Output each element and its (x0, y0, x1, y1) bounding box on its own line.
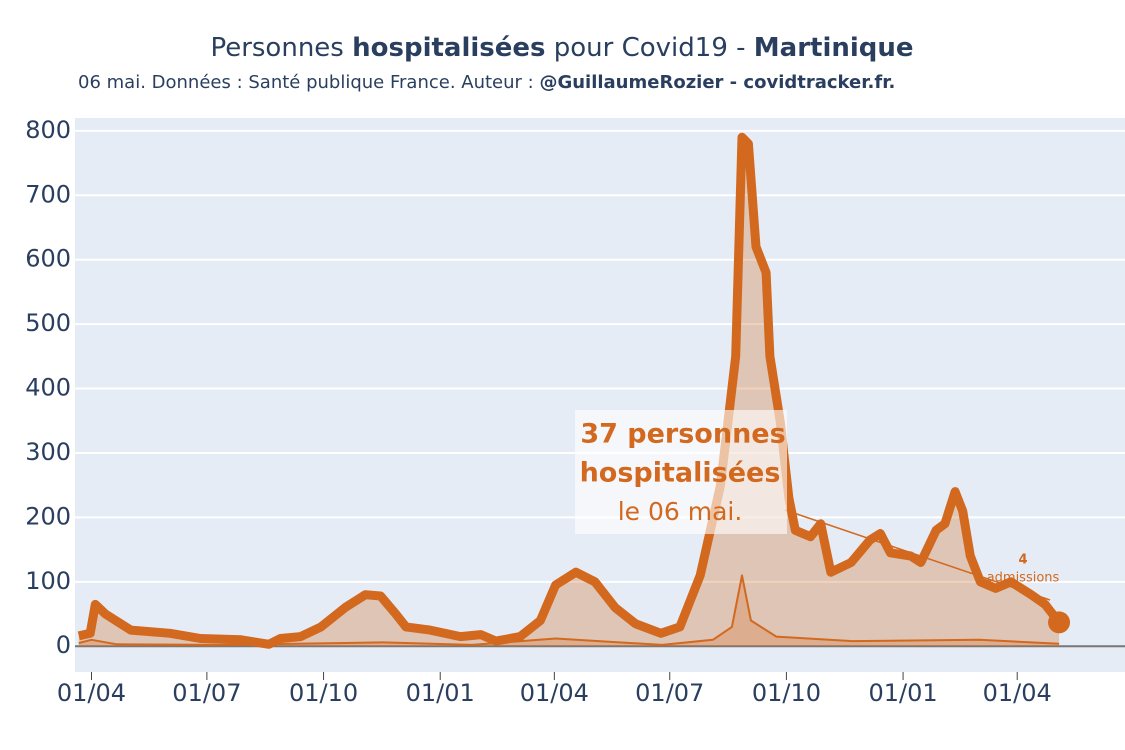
marks (77, 132, 1071, 649)
annotation-box (575, 410, 787, 534)
x-tick-label: 01/04 (983, 679, 1052, 707)
end-point (1048, 611, 1071, 634)
x-tick-label: 01/04 (57, 679, 126, 707)
y-tick-label: 500 (25, 309, 71, 337)
annotation-text: le 06 mai. (618, 497, 743, 526)
y-tick-label: 600 (25, 245, 71, 273)
annotation-arrow (784, 509, 1051, 601)
title-part: Martinique (754, 33, 914, 63)
x-tick-label: 01/10 (289, 679, 358, 707)
subtitle-part: @GuillaumeRozier - covidtracker.fr. (539, 72, 895, 93)
y-tick-label: 400 (25, 374, 71, 402)
x-tick-label: 01/07 (635, 679, 704, 707)
admissions-annotation: 4 (1018, 553, 1027, 568)
area (78, 137, 1060, 647)
x-tick-label: 01/01 (868, 679, 937, 707)
line (78, 574, 1060, 646)
x-tick-label: 01/10 (752, 679, 821, 707)
subtitle-part: 06 mai. Données : Santé publique France.… (78, 72, 539, 93)
annotation-text: 37 personnes (580, 419, 785, 450)
y-tick-label: 0 (56, 631, 71, 659)
plot-background (75, 118, 1125, 672)
x-tick-label: 01/01 (406, 679, 475, 707)
x-tick-label: 01/07 (172, 679, 241, 707)
y-tick-label: 200 (25, 502, 71, 530)
y-tick-label: 100 (25, 567, 71, 595)
y-tick-label: 700 (25, 180, 71, 208)
title-part: hospitalisées (352, 33, 545, 63)
y-tick-label: 300 (25, 438, 71, 466)
y-tick-label: 800 (25, 116, 71, 144)
line (77, 132, 1063, 649)
admissions-annotation: admissions (987, 571, 1060, 586)
chart-title: Personnes hospitalisées pour Covid19 - M… (210, 33, 913, 63)
title-part: pour Covid19 - (546, 33, 754, 63)
annotation-text: hospitalisées (580, 458, 781, 489)
title-part: Personnes (210, 33, 352, 63)
x-tick-label: 01/04 (520, 679, 589, 707)
subtitle: 06 mai. Données : Santé publique France.… (78, 72, 895, 93)
